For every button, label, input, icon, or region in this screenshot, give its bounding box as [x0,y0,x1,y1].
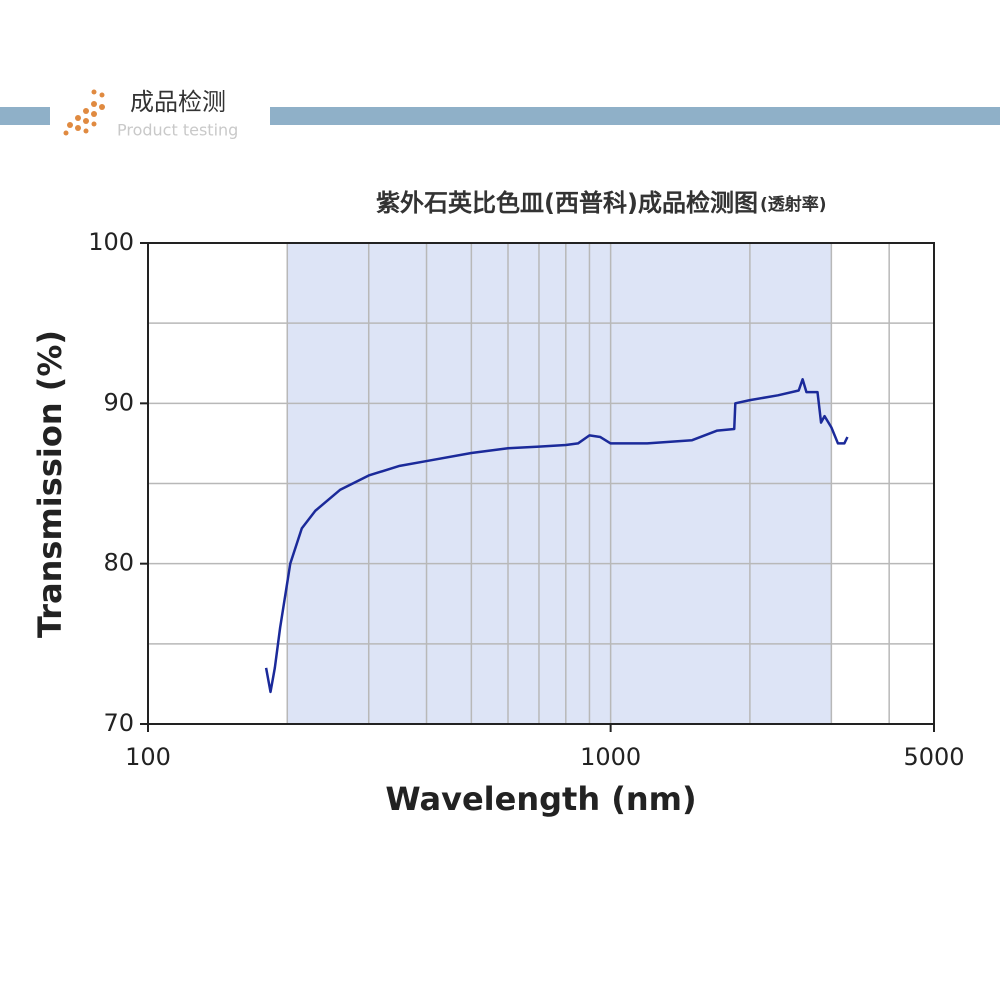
x-tick-label: 5000 [903,743,964,771]
y-tick-label: 90 [103,388,134,416]
x-tick-label: 100 [125,743,171,771]
y-tick-label: 70 [103,709,134,737]
y-tick-label: 100 [88,228,134,256]
data-line [264,378,849,694]
x-axis-label: Wavelength (nm) [385,780,696,818]
chart-subtitle: (透射率) [760,194,827,215]
x-tick-label: 1000 [580,743,641,771]
banner-left [0,107,50,125]
plot-frame [147,242,935,725]
logo-icon [63,89,105,136]
header-title: 成品检测 [130,88,226,116]
y-tick-label: 80 [103,549,134,577]
y-axis-label: Transmission (%) [31,330,69,638]
chart-title: 紫外石英比色皿(西普科)成品检测图 [376,189,758,217]
header-subtitle: Product testing [117,121,238,140]
banner-right [270,107,1000,125]
